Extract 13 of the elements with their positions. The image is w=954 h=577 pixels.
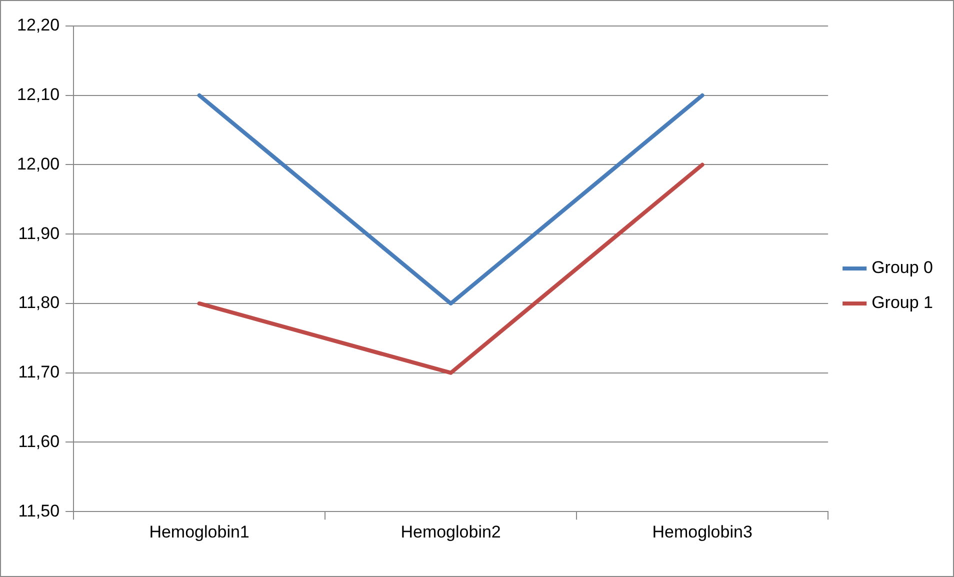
y-tick-label: 11,80 <box>18 293 60 312</box>
y-tick-label: 11,50 <box>18 501 60 520</box>
y-tick-label: 11,60 <box>18 432 60 451</box>
y-tick-label: 11,90 <box>18 224 60 243</box>
x-tick-label: Hemoglobin1 <box>149 522 250 542</box>
legend-label: Group 0 <box>872 258 934 278</box>
y-tick-label: 12,10 <box>16 85 60 104</box>
y-tick-label: 11,70 <box>18 362 60 382</box>
legend-label: Group 1 <box>872 293 934 312</box>
y-tick-label: 12,00 <box>16 154 60 174</box>
y-tick-label: 12,20 <box>16 16 60 35</box>
x-tick-label: Hemoglobin2 <box>400 522 501 542</box>
x-tick-label: Hemoglobin3 <box>652 522 752 542</box>
